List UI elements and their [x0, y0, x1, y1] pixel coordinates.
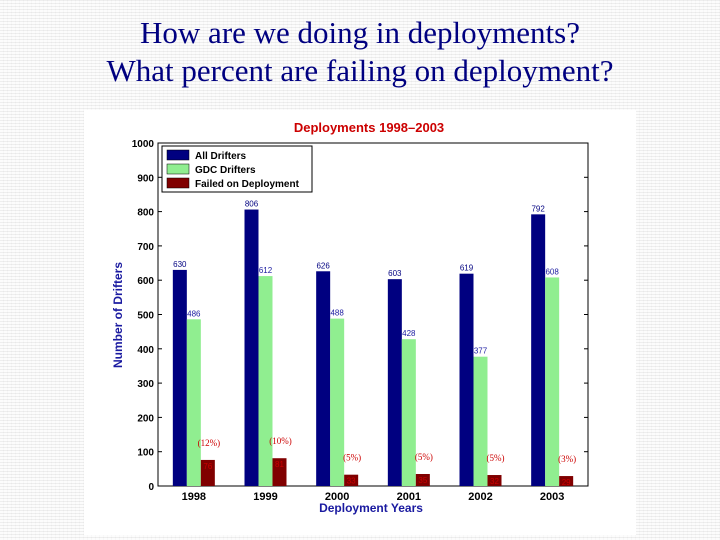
data-label-gdc-drifters: 377	[474, 347, 488, 356]
data-label-failed-on-deployment: 33	[347, 477, 356, 486]
data-label-all-drifters: 630	[173, 260, 187, 269]
data-label-gdc-drifters: 428	[402, 329, 416, 338]
y-tick-label: 800	[137, 208, 154, 219]
bar-all-drifters	[459, 273, 474, 486]
y-axis-label: Number of Drifters	[111, 262, 125, 368]
x-tick-label: 2001	[397, 491, 421, 503]
legend-swatch-gdc-drifters	[166, 163, 190, 175]
data-label-all-drifters: 619	[460, 264, 474, 273]
data-label-gdc-drifters: 608	[545, 267, 559, 276]
y-tick-label: 300	[137, 379, 154, 390]
bar-failed-on-deployment	[344, 474, 359, 486]
data-label-failed-on-deployment: 32	[490, 477, 499, 486]
data-label-all-drifters: 792	[531, 204, 545, 213]
data-label-failed-on-deployment: 35	[418, 476, 427, 485]
x-tick-label: 1999	[253, 491, 277, 503]
bar-all-drifters	[316, 271, 331, 486]
chart-panel: Deployments 1998–2003 Number of Drifters…	[84, 110, 636, 535]
y-tick-label: 200	[137, 413, 154, 424]
y-tick-label: 700	[137, 242, 154, 253]
data-label-failed-on-deployment: 29	[562, 478, 571, 487]
bar-gdc-drifters	[545, 277, 560, 486]
data-label-all-drifters: 806	[245, 200, 259, 209]
y-tick-label: 900	[137, 173, 154, 184]
legend-swatch-all-drifters	[166, 149, 190, 161]
slide-title: How are we doing in deployments? What pe…	[0, 14, 720, 90]
y-tick-label: 0	[148, 482, 154, 493]
failure-percent-label: (5%)	[343, 453, 361, 463]
bar-gdc-drifters	[401, 339, 416, 486]
deployments-bar-chart: Deployments 1998–2003 Number of Drifters…	[111, 120, 589, 515]
data-label-failed-on-deployment: 76	[203, 462, 212, 471]
y-tick-label: 500	[137, 311, 154, 322]
legend-swatch-failed-on-deployment	[166, 177, 190, 189]
data-label-gdc-drifters: 488	[330, 309, 344, 318]
failure-percent-label: (10%)	[269, 436, 292, 446]
y-tick-label: 400	[137, 345, 154, 356]
bar-failed-on-deployment	[559, 476, 574, 486]
bar-all-drifters	[172, 269, 187, 486]
bar-all-drifters	[387, 279, 402, 486]
data-label-failed-on-deployment: 81	[275, 460, 284, 469]
bar-gdc-drifters	[186, 319, 201, 486]
legend-label-all-drifters: All Drifters	[195, 151, 247, 162]
bar-failed-on-deployment	[200, 459, 215, 486]
bar-all-drifters	[531, 214, 546, 486]
legend-label-failed-on-deployment: Failed on Deployment	[195, 179, 300, 190]
bar-all-drifters	[244, 209, 259, 486]
failure-percent-label: (3%)	[558, 454, 576, 464]
failure-percent-label: (5%)	[487, 453, 505, 463]
legend-label-gdc-drifters: GDC Drifters	[195, 165, 256, 176]
bar-failed-on-deployment	[272, 458, 287, 486]
x-tick-label: 1998	[182, 491, 206, 503]
failure-percent-label: (12%)	[198, 438, 221, 448]
x-tick-label: 2000	[325, 491, 349, 503]
plot-frame	[157, 142, 589, 487]
x-axis-label: Deployment Years	[319, 501, 423, 515]
bar-gdc-drifters	[473, 356, 488, 486]
bar-gdc-drifters	[258, 276, 273, 486]
slide-title-line-2: What percent are failing on deployment?	[106, 53, 614, 88]
x-tick-label: 2003	[540, 491, 564, 503]
y-tick-label: 1000	[132, 139, 155, 150]
data-label-gdc-drifters: 612	[259, 266, 273, 275]
bar-gdc-drifters	[330, 318, 345, 486]
data-label-all-drifters: 603	[388, 269, 402, 278]
bar-failed-on-deployment	[415, 473, 430, 486]
slide-title-line-1: How are we doing in deployments?	[140, 15, 580, 50]
bar-failed-on-deployment	[487, 475, 502, 486]
data-label-gdc-drifters: 486	[187, 309, 201, 318]
y-tick-label: 600	[137, 276, 154, 287]
plot-area: 0 100 200 300 400 500 600 700 800 900 1000 1998 630 4…	[132, 139, 589, 503]
y-tick-label: 100	[137, 448, 154, 459]
chart-title: Deployments 1998–2003	[294, 120, 444, 135]
data-label-all-drifters: 626	[316, 261, 330, 270]
x-tick-label: 2002	[468, 491, 492, 503]
failure-percent-label: (5%)	[415, 452, 433, 462]
